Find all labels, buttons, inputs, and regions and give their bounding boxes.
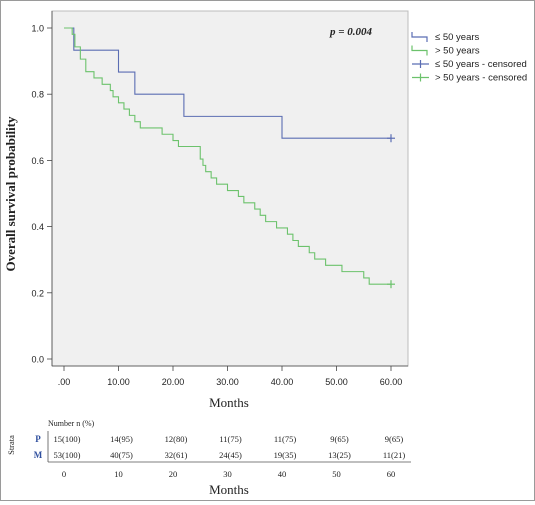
risk-cell: 13(25) bbox=[328, 450, 351, 460]
risk-x-tick-label: 60 bbox=[387, 469, 396, 479]
risk-table-strata-label: Strata bbox=[6, 435, 16, 455]
plot-area bbox=[51, 10, 409, 367]
legend-entry-3: ≤ 50 years - censored bbox=[412, 59, 527, 70]
risk-cell: 19(35) bbox=[274, 450, 297, 460]
legend-label: ≤ 50 years - censored bbox=[435, 59, 527, 70]
plot-background bbox=[51, 10, 409, 367]
risk-cell: 9(65) bbox=[330, 434, 349, 444]
legend-entry-4: > 50 years - censored bbox=[412, 73, 527, 84]
risk-cell: 40(75) bbox=[110, 450, 133, 460]
risk-table-xlabel: Months bbox=[209, 482, 249, 497]
x-tick-label: 30.00 bbox=[216, 377, 239, 387]
risk-cell: 12(80) bbox=[165, 434, 188, 444]
x-tick-label: 60.00 bbox=[380, 377, 403, 387]
risk-cell: 15(100) bbox=[54, 434, 81, 444]
x-tick-label: 50.00 bbox=[325, 377, 348, 387]
y-tick-label: 0.2 bbox=[31, 288, 44, 298]
y-tick-label: 1.0 bbox=[31, 24, 44, 34]
p-value-annotation: p = 0.004 bbox=[329, 26, 373, 38]
x-tick-label: .00 bbox=[58, 377, 71, 387]
y-tick-label: 0.6 bbox=[31, 156, 44, 166]
risk-cell: 11(21) bbox=[383, 450, 406, 460]
risk-table-title: Number n (%) bbox=[48, 419, 95, 428]
y-tick-label: 0.8 bbox=[31, 90, 44, 100]
risk-table: Number n (%) Strata Months P 15(100) 14(95… bbox=[6, 419, 411, 497]
legend-label: ≤ 50 years bbox=[435, 32, 480, 43]
x-axis-label: Months bbox=[209, 395, 249, 410]
y-tick-label: 0.0 bbox=[31, 355, 44, 365]
risk-cell: 24(45) bbox=[219, 450, 242, 460]
survival-curve-series-1 bbox=[64, 27, 391, 139]
risk-cell: 9(65) bbox=[385, 434, 404, 444]
risk-cell: 53(100) bbox=[54, 450, 81, 460]
x-tick-label: 40.00 bbox=[271, 377, 294, 387]
y-tick-label: 0.4 bbox=[31, 222, 44, 232]
legend-swatch-step bbox=[411, 32, 428, 42]
risk-cell: 11(75) bbox=[219, 434, 242, 444]
legend-label: > 50 years - censored bbox=[435, 73, 527, 84]
censor-mark bbox=[387, 280, 395, 289]
risk-x-tick-label: 50 bbox=[332, 469, 341, 479]
risk-cell: 14(95) bbox=[110, 434, 133, 444]
risk-x-tick-label: 20 bbox=[169, 469, 178, 479]
risk-row-label: M bbox=[34, 450, 43, 460]
y-axis-label: Overall survival probability bbox=[3, 116, 18, 272]
legend-entry-2: > 50 years bbox=[411, 45, 480, 57]
risk-cell: 11(75) bbox=[274, 434, 297, 444]
legend-label: > 50 years bbox=[435, 46, 480, 57]
survival-curve-series-2 bbox=[64, 27, 391, 285]
legend: ≤ 50 years > 50 years ≤ 50 years - censore… bbox=[411, 32, 527, 84]
legend-entry-1: ≤ 50 years bbox=[411, 32, 480, 43]
legend-swatch-step bbox=[411, 45, 428, 56]
risk-x-tick-label: 30 bbox=[223, 469, 232, 479]
risk-x-tick-label: 0 bbox=[62, 469, 66, 479]
x-tick-label: 10.00 bbox=[107, 377, 130, 387]
risk-row-label: P bbox=[35, 434, 41, 444]
risk-cell: 32(61) bbox=[165, 450, 188, 460]
censor-mark bbox=[387, 134, 395, 143]
x-tick-label: 20.00 bbox=[162, 377, 185, 387]
risk-x-tick-label: 10 bbox=[114, 469, 123, 479]
risk-x-tick-label: 40 bbox=[278, 469, 287, 479]
